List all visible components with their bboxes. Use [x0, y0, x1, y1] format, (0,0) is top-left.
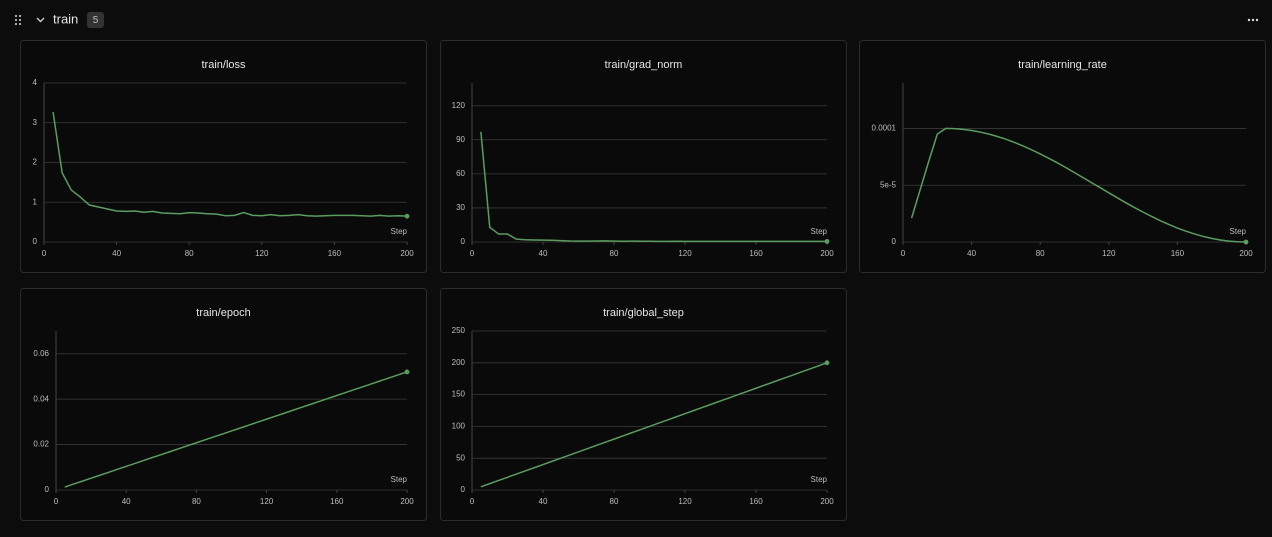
line-series — [64, 371, 408, 488]
x-tick-label: 80 — [610, 497, 619, 506]
y-tick-label: 200 — [452, 358, 466, 367]
end-point — [824, 360, 830, 366]
x-tick-label: 160 — [749, 249, 763, 258]
y-tick-label: 0 — [892, 237, 897, 246]
x-tick-label: 0 — [42, 249, 47, 258]
x-tick-label: 160 — [330, 497, 344, 506]
x-tick-label: 160 — [1171, 249, 1185, 258]
chart-title: train/learning_rate — [1018, 59, 1107, 71]
chart-title: train/loss — [201, 59, 246, 71]
x-tick-label: 40 — [112, 249, 121, 258]
y-tick-label: 60 — [456, 169, 465, 178]
x-axis-label: Step — [811, 475, 828, 484]
y-tick-label: 0.04 — [33, 394, 49, 403]
more-menu[interactable] — [1247, 18, 1259, 22]
panel-frame — [859, 40, 1266, 273]
end-point — [1243, 239, 1249, 245]
panel-frame — [440, 40, 847, 273]
x-tick-label: 40 — [122, 497, 131, 506]
y-tick-label: 0.0001 — [872, 124, 897, 133]
y-tick-label: 0 — [461, 485, 466, 494]
chart-title: train/epoch — [196, 307, 250, 319]
y-tick-label: 5e-5 — [880, 180, 897, 189]
x-tick-label: 120 — [678, 497, 692, 506]
x-axis-label: Step — [391, 227, 408, 236]
chart-panel: train/grad_norm 0 30 60 90 120 0 40 80 120 160 200 S… — [440, 40, 847, 273]
y-tick-label: 1 — [33, 197, 38, 206]
chart-panel: train/global_step 0 50 100 150 200 250 0 40 80 120… — [440, 288, 847, 521]
x-tick-label: 160 — [749, 497, 763, 506]
x-tick-label: 200 — [400, 249, 414, 258]
section-title: train — [53, 11, 78, 26]
x-axis-label: Step — [391, 475, 408, 484]
x-tick-label: 200 — [400, 497, 414, 506]
y-tick-label: 4 — [33, 78, 38, 87]
x-tick-label: 120 — [255, 249, 269, 258]
x-tick-label: 40 — [539, 497, 548, 506]
chart-title: train/grad_norm — [605, 59, 683, 71]
panel-frame — [20, 40, 427, 273]
x-tick-label: 80 — [192, 497, 201, 506]
y-tick-label: 30 — [456, 203, 465, 212]
y-tick-label: 0.02 — [33, 440, 49, 449]
chart-panel: train/learning_rate 0 5e-5 0.0001 0 40 80 120 16… — [859, 40, 1266, 273]
y-tick-label: 90 — [456, 135, 465, 144]
y-tick-label: 120 — [452, 101, 466, 110]
x-tick-label: 80 — [1036, 249, 1045, 258]
x-tick-label: 0 — [901, 249, 906, 258]
count-badge-text: 5 — [93, 15, 99, 26]
count-badge — [87, 12, 104, 28]
end-point — [824, 239, 830, 244]
y-tick-label: 0 — [33, 237, 38, 246]
line-series — [480, 131, 827, 243]
y-tick-label: 2 — [33, 158, 38, 167]
y-tick-label: 50 — [456, 453, 465, 462]
x-tick-label: 40 — [539, 249, 548, 258]
x-tick-label: 80 — [610, 249, 619, 258]
collapse-chevron[interactable] — [36, 17, 45, 23]
end-point — [404, 369, 410, 375]
panel-frame — [440, 288, 847, 521]
line-series — [52, 111, 408, 217]
chart-title: train/global_step — [603, 307, 684, 319]
x-tick-label: 120 — [678, 249, 692, 258]
y-tick-label: 3 — [33, 118, 38, 127]
x-tick-label: 0 — [470, 249, 475, 258]
end-point — [404, 213, 410, 219]
y-tick-label: 0 — [45, 485, 50, 494]
x-tick-label: 120 — [260, 497, 274, 506]
x-tick-label: 0 — [470, 497, 475, 506]
x-tick-label: 80 — [185, 249, 194, 258]
drag-handle[interactable] — [14, 14, 22, 26]
x-axis-label: Step — [811, 227, 828, 236]
x-tick-label: 200 — [1239, 249, 1253, 258]
y-tick-label: 100 — [452, 422, 466, 431]
panel-frame — [20, 288, 427, 521]
chart-panel: train/epoch 0 0.02 0.04 0.06 0 40 80 120 160 200 St… — [20, 288, 427, 521]
line-series — [480, 362, 828, 488]
y-tick-label: 0.06 — [33, 349, 49, 358]
y-tick-label: 150 — [452, 390, 466, 399]
x-tick-label: 200 — [820, 497, 834, 506]
x-tick-label: 40 — [967, 249, 976, 258]
x-tick-label: 160 — [328, 249, 342, 258]
x-tick-label: 200 — [820, 249, 834, 258]
x-axis-label: Step — [1230, 227, 1247, 236]
x-tick-label: 0 — [54, 497, 59, 506]
line-series — [910, 127, 1247, 243]
y-tick-label: 250 — [452, 326, 466, 335]
y-tick-label: 0 — [461, 237, 466, 246]
x-tick-label: 120 — [1102, 249, 1116, 258]
